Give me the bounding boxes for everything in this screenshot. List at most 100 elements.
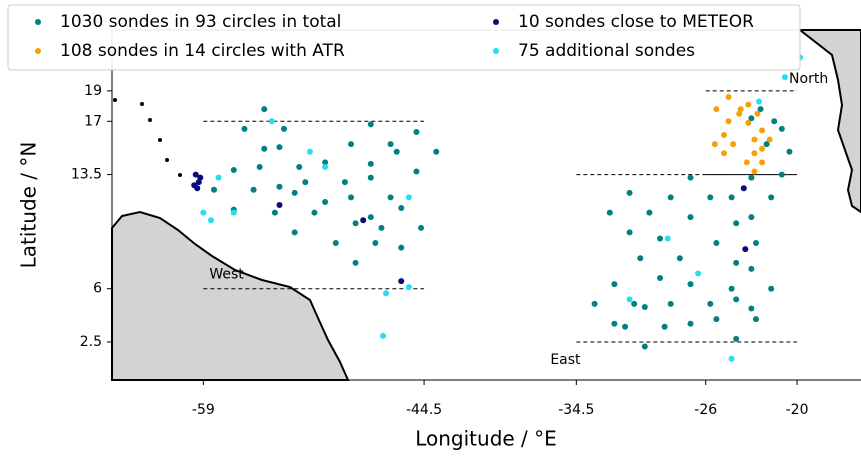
- sonde-point: [745, 101, 752, 108]
- sonde-point: [367, 121, 374, 128]
- sonde-point: [707, 300, 714, 307]
- sonde-point: [748, 305, 755, 312]
- land-south-america: [111, 210, 350, 381]
- sonde-point: [367, 160, 374, 167]
- sonde-point: [241, 125, 248, 132]
- sonde-point: [751, 168, 758, 175]
- region-label: East: [550, 352, 581, 368]
- sonde-point: [646, 209, 653, 216]
- sonde-point: [759, 145, 766, 152]
- sonde-point: [752, 316, 759, 323]
- sonde-point: [756, 98, 763, 105]
- sonde-point: [713, 106, 720, 113]
- y-axis-label: Latitude / °N: [17, 142, 41, 269]
- sonde-point: [687, 320, 694, 327]
- sonde-point: [713, 316, 720, 323]
- sonde-point: [748, 115, 755, 122]
- sonde-point: [398, 244, 405, 251]
- sonde-point: [276, 202, 283, 208]
- island: [148, 118, 152, 122]
- y-tick-label: 2.5: [80, 334, 102, 350]
- sonde-point: [360, 217, 367, 224]
- sonde-point: [759, 159, 766, 166]
- legend: 1030 sondes in 93 circles in total 108 so…: [7, 4, 801, 71]
- sonde-point: [281, 125, 288, 132]
- sonde-point: [657, 235, 664, 242]
- sonde-point: [261, 106, 268, 113]
- sonde-point: [657, 275, 664, 282]
- sonde-point: [687, 214, 694, 221]
- sonde-point: [418, 224, 425, 231]
- sonde-point: [720, 150, 727, 157]
- island: [113, 98, 117, 102]
- sonde-point: [754, 110, 761, 117]
- legend-box: [7, 4, 801, 71]
- sonde-point: [626, 189, 633, 196]
- sonde-point: [405, 284, 412, 291]
- x-axis-label: Longitude / °E: [415, 427, 557, 451]
- sonde-point: [383, 290, 390, 297]
- sonde-point: [207, 217, 214, 224]
- sonde-point: [606, 209, 613, 216]
- sonde-point: [413, 168, 420, 175]
- sonde-point: [348, 194, 355, 201]
- sonde-point: [230, 209, 237, 216]
- sonde-point: [728, 194, 735, 201]
- x-tick-label: -44.5: [406, 402, 442, 418]
- sonde-point: [398, 278, 405, 285]
- sonde-point: [611, 281, 618, 288]
- sonde-point: [757, 106, 764, 113]
- sonde-point: [695, 270, 702, 277]
- sonde-point: [322, 198, 329, 205]
- sonde-point: [197, 174, 204, 181]
- sonde-point: [752, 240, 759, 247]
- y-tick-label: 13.5: [71, 167, 102, 183]
- region-label: West: [209, 267, 244, 283]
- sonde-point: [276, 183, 283, 190]
- y-tick-label: 17: [84, 113, 102, 129]
- sonde-point: [778, 171, 785, 178]
- sonde-point: [768, 285, 775, 292]
- sonde-point: [387, 141, 394, 148]
- sonde-point: [322, 163, 329, 170]
- sonde-point: [748, 214, 755, 221]
- sonde-point: [413, 128, 420, 135]
- x-tick-label: -59: [192, 402, 215, 418]
- sonde-point: [332, 240, 339, 247]
- sonde-point: [291, 229, 298, 236]
- legend-label: 108 sondes in 14 circles with ATR: [60, 41, 345, 61]
- sonde-point: [736, 110, 743, 117]
- sonde-point: [730, 141, 737, 148]
- sonde-point: [250, 186, 257, 193]
- sonde-point: [781, 74, 788, 81]
- sonde-point: [296, 163, 303, 170]
- sonde-point: [626, 229, 633, 236]
- sonde-point: [291, 189, 298, 196]
- islands: [113, 98, 182, 177]
- sonde-point: [687, 174, 694, 181]
- sonde-point: [766, 136, 773, 143]
- sonde-point: [200, 209, 207, 216]
- sonde-point: [311, 209, 318, 216]
- sonde-point: [728, 285, 735, 292]
- sonde-point: [725, 93, 732, 100]
- island: [140, 102, 144, 106]
- sonde-point: [348, 141, 355, 148]
- sonde-point: [210, 186, 217, 193]
- sonde-point: [387, 194, 394, 201]
- region-label: North: [789, 71, 828, 87]
- sonde-point: [637, 255, 644, 262]
- sonde-point: [433, 148, 440, 155]
- sonde-point: [713, 240, 720, 247]
- sonde-point: [748, 174, 755, 181]
- sonde-point: [742, 246, 749, 253]
- island: [165, 158, 169, 162]
- sonde-point: [195, 179, 202, 186]
- sonde-point: [737, 106, 744, 113]
- sonde-point: [740, 185, 747, 192]
- sonde-point: [664, 235, 671, 242]
- sonde-point: [215, 174, 222, 181]
- sonde-point: [751, 150, 758, 157]
- sonde-point: [711, 141, 718, 148]
